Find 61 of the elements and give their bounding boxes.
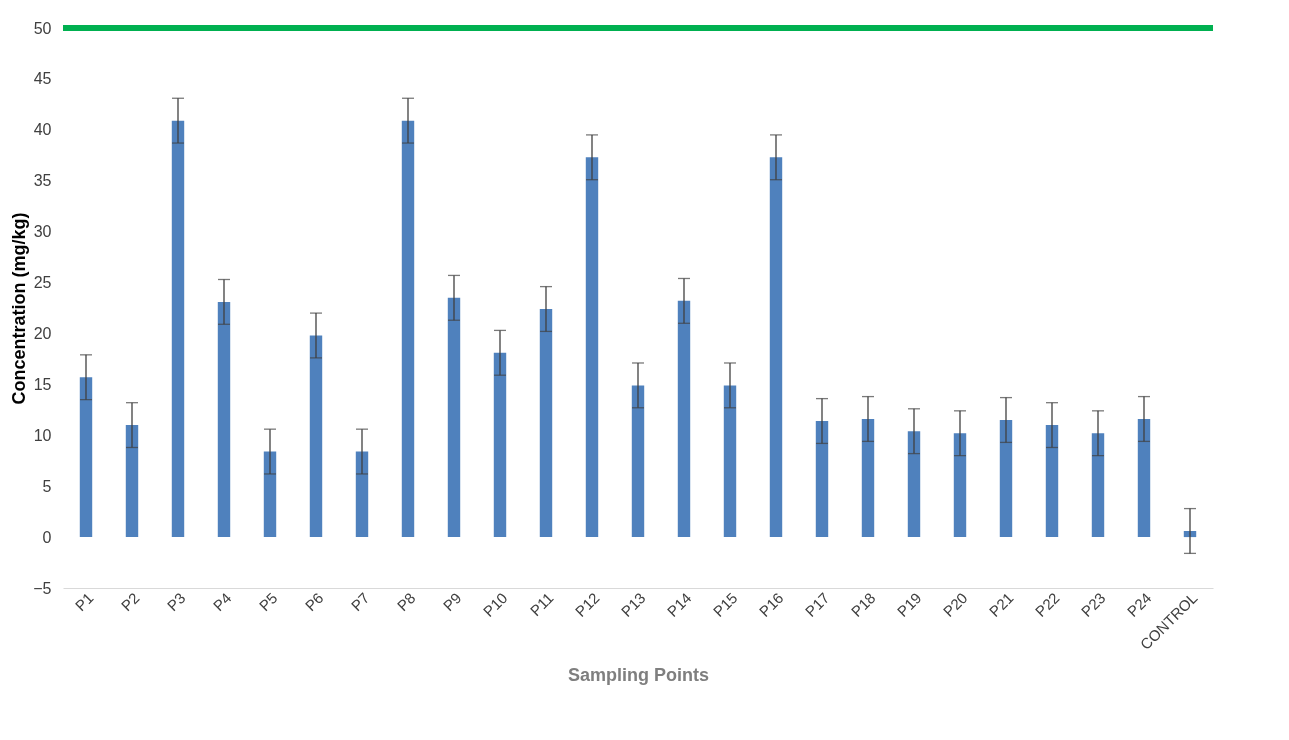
bar <box>677 300 691 538</box>
bar <box>723 385 737 538</box>
y-tick-label: 25 <box>33 274 52 292</box>
y-tick-label: 40 <box>33 121 52 139</box>
x-tick-label: P17 <box>801 589 833 620</box>
x-tick-label: P14 <box>663 589 695 620</box>
x-tick-label: P22 <box>1031 589 1063 620</box>
x-tick-label: P8 <box>393 589 419 615</box>
bar <box>79 377 93 538</box>
x-axis-title: Sampling Points <box>567 664 710 685</box>
y-tick-label: 50 <box>33 19 52 37</box>
x-tick-label: P18 <box>847 589 879 620</box>
bar <box>125 425 139 538</box>
x-tick-label: P20 <box>939 589 971 620</box>
bar <box>309 335 323 538</box>
bar <box>355 451 369 538</box>
bar <box>1137 418 1151 538</box>
bar <box>585 157 599 538</box>
x-tick-label: P10 <box>479 589 511 620</box>
x-tick-label: P13 <box>617 589 649 620</box>
y-tick-label: 20 <box>33 324 52 342</box>
x-tick-label: P3 <box>163 589 189 615</box>
x-tick-label: P16 <box>755 589 787 620</box>
bar <box>815 421 829 538</box>
y-tick-label: 5 <box>42 477 52 495</box>
x-tick-label: P9 <box>439 589 465 615</box>
bar <box>493 352 507 538</box>
bar <box>447 297 461 538</box>
bar <box>171 120 185 538</box>
x-tick-label: P6 <box>301 589 327 615</box>
bar <box>999 420 1013 538</box>
x-tick-label: P19 <box>893 589 925 620</box>
x-tick-label: P21 <box>985 589 1017 620</box>
x-tick-label: P12 <box>571 589 603 620</box>
x-tick-label: P2 <box>117 589 143 615</box>
y-axis-title: Concentration (mg/kg) <box>9 212 30 405</box>
bar <box>769 157 783 538</box>
x-tick-label: P23 <box>1077 589 1109 620</box>
y-tick-label: 35 <box>33 172 52 190</box>
x-tick-label: P7 <box>347 589 373 615</box>
y-tick-label: 15 <box>33 375 52 393</box>
y-tick-label: 10 <box>33 426 52 444</box>
x-tick-label: P4 <box>209 589 235 615</box>
y-tick-label: 0 <box>42 528 52 546</box>
bar <box>1045 425 1059 538</box>
bar <box>217 301 231 538</box>
x-tick-label: P11 <box>526 589 557 620</box>
bar <box>401 120 415 538</box>
x-tick-label: P15 <box>709 589 741 620</box>
bar <box>539 309 553 538</box>
bar <box>907 431 921 538</box>
y-tick-label: 45 <box>33 70 52 88</box>
bar <box>861 418 875 538</box>
y-tick-label: −5 <box>33 579 52 597</box>
bar <box>1091 433 1105 538</box>
y-tick-label: 30 <box>33 223 52 241</box>
x-tick-label: P5 <box>255 589 281 615</box>
bar <box>263 451 277 538</box>
bar <box>953 433 967 538</box>
x-tick-label: P1 <box>71 589 97 615</box>
bar <box>631 385 645 538</box>
